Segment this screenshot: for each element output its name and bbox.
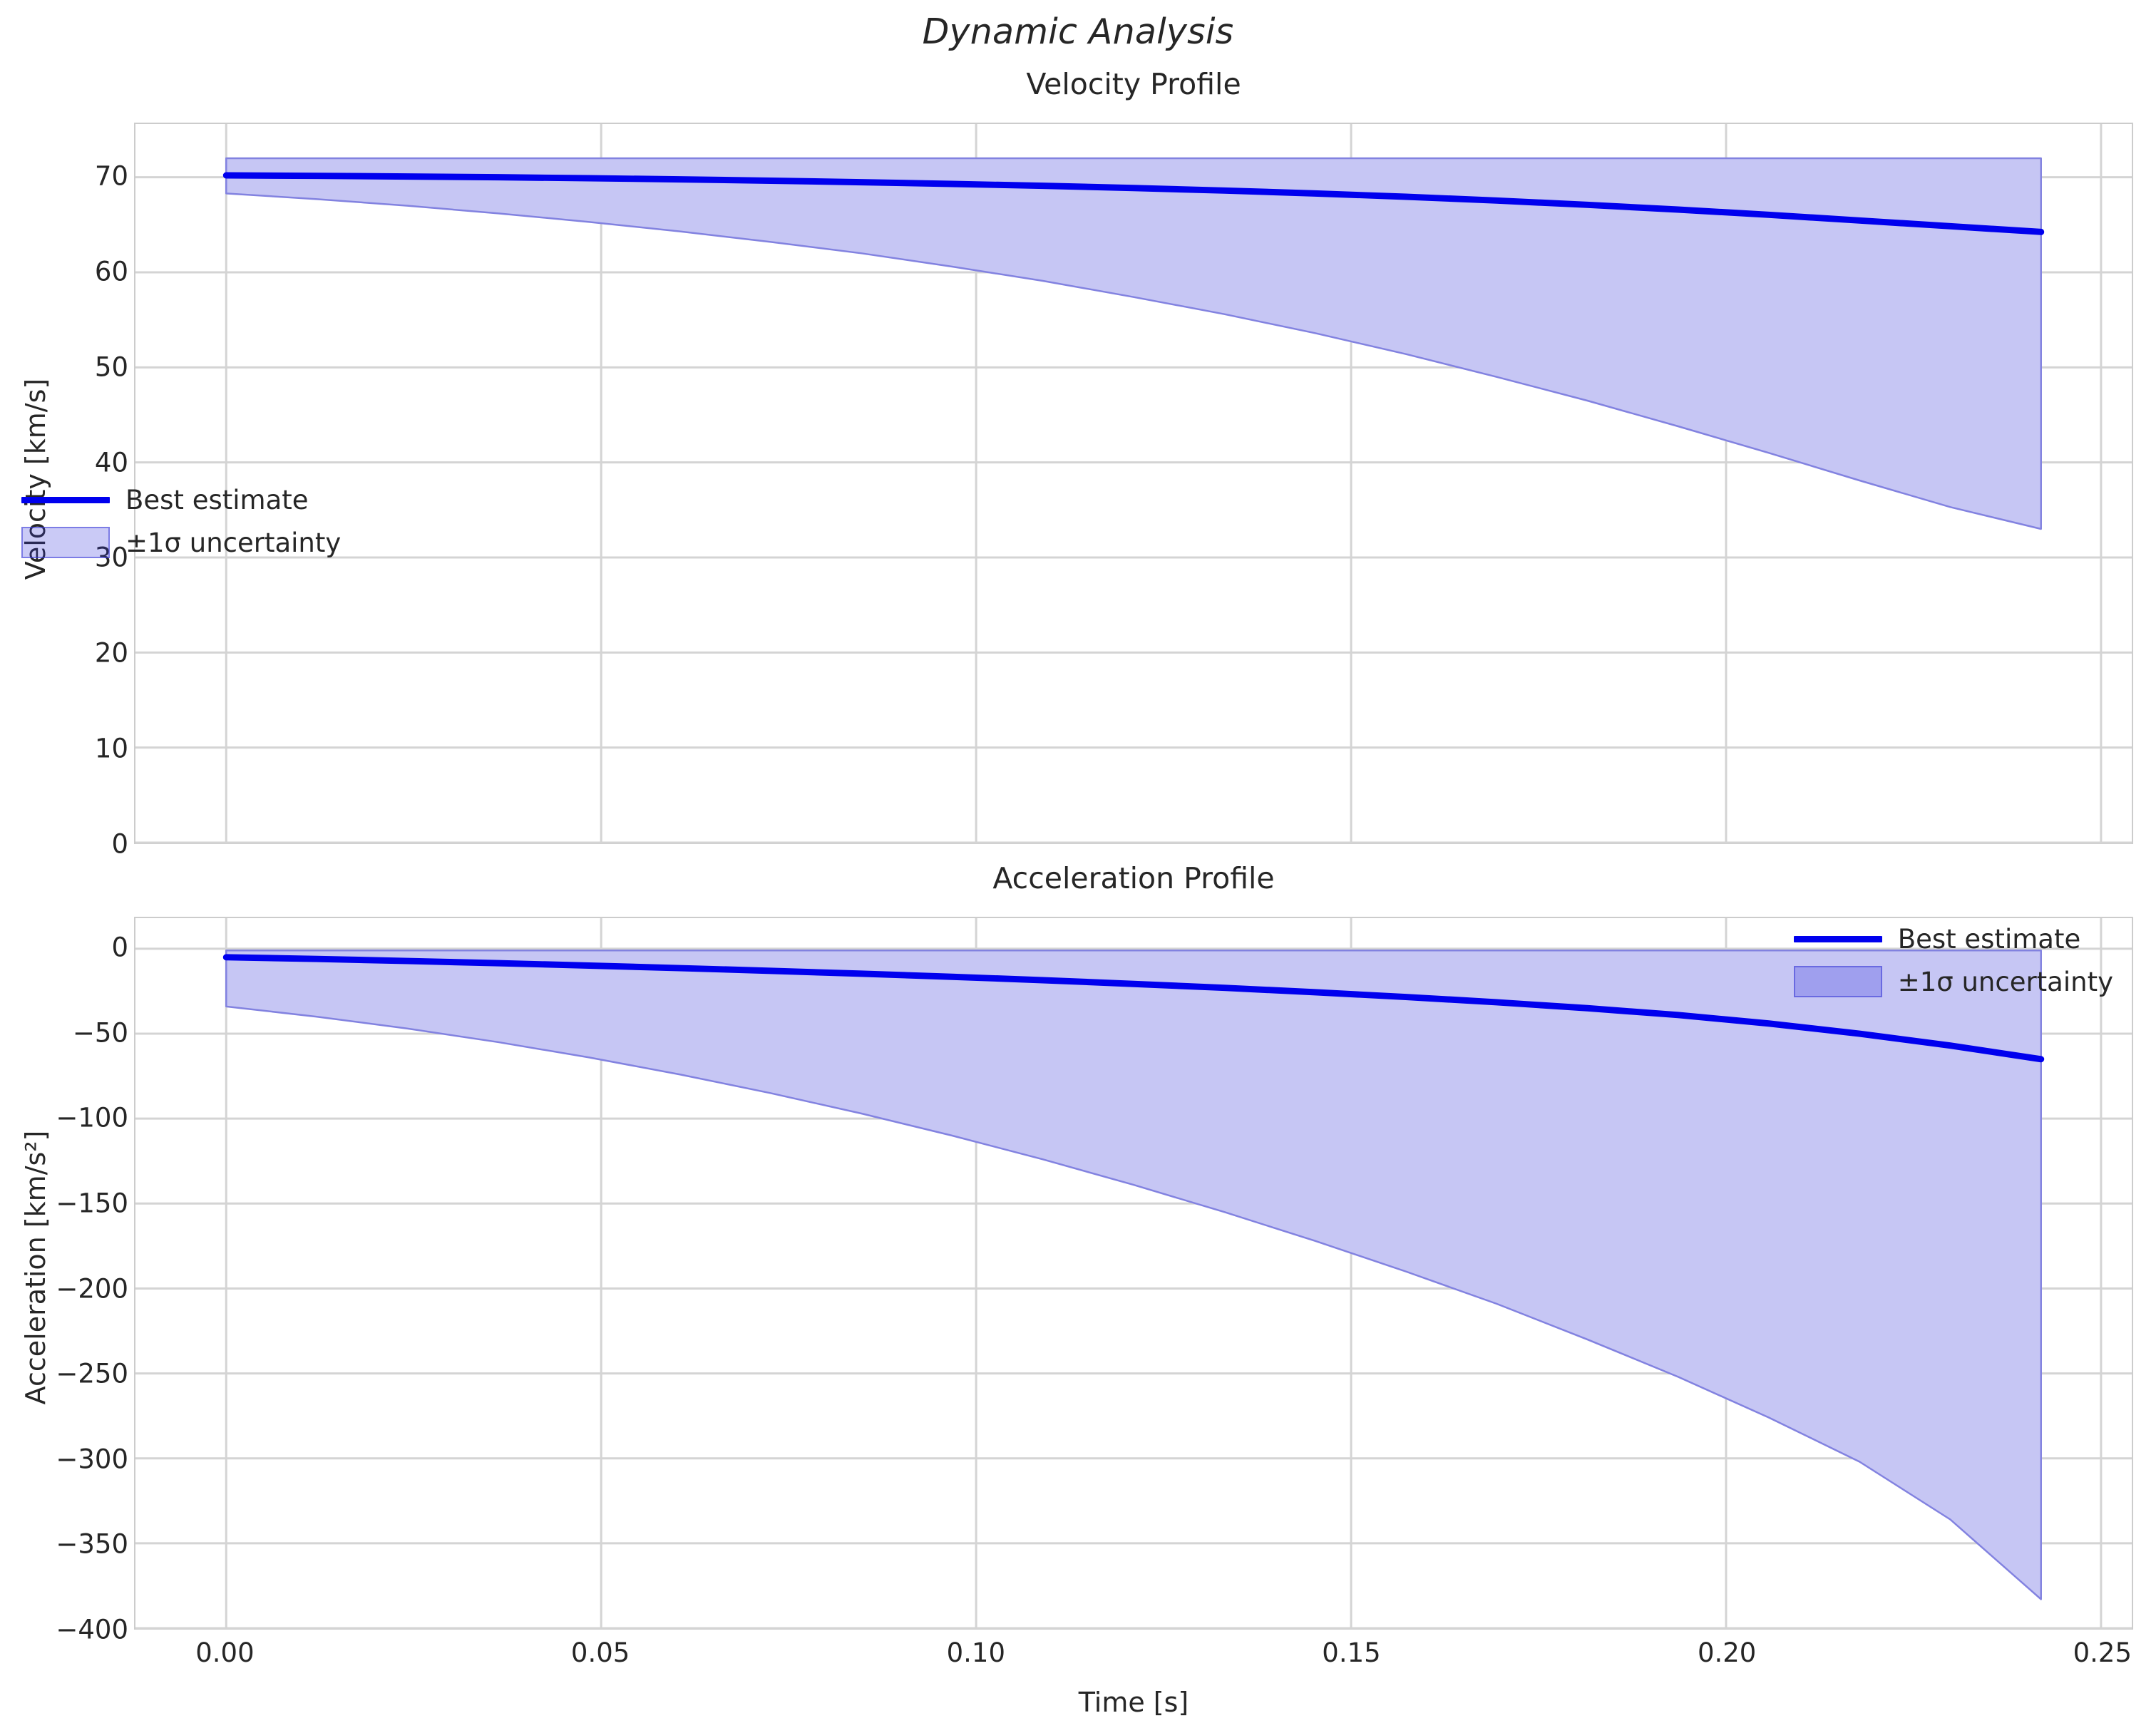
ytick-label: −200 — [56, 1273, 128, 1305]
legend-label-best-estimate: Best estimate — [1897, 923, 2081, 955]
velocity-ytick-labels: 0 10 20 30 40 50 60 70 — [14, 123, 128, 857]
ytick-label: 40 — [94, 447, 128, 478]
legend-label-uncertainty: ±1σ uncertainty — [1897, 966, 2113, 997]
acceleration-plot-area — [135, 918, 2132, 1630]
ytick-label: 70 — [94, 160, 128, 192]
acceleration-axes-title: Acceleration Profile — [992, 861, 1275, 895]
velocity-legend: Best estimate ±1σ uncertainty — [21, 485, 342, 558]
acceleration-ytick-labels: 0 −50 −100 −150 −200 −250 −300 −350 −400 — [14, 917, 128, 1643]
band-swatch-icon — [1793, 966, 1882, 997]
velocity-axis-label: Velocity [km/s] — [20, 378, 51, 580]
xtick-label: 0.10 — [946, 1637, 1005, 1668]
velocity-axes — [134, 123, 2133, 844]
velocity-axes-title: Velocity Profile — [1026, 67, 1241, 101]
ytick-label: −400 — [56, 1614, 128, 1645]
band-swatch-icon — [21, 527, 110, 558]
legend-entry-best-estimate: Best estimate — [1793, 923, 2081, 955]
velocity-plot-area — [135, 124, 2132, 844]
acceleration-axes: Best estimate ±1σ uncertainty — [134, 917, 2133, 1630]
xtick-label: 0.05 — [570, 1637, 630, 1668]
ytick-label: −100 — [56, 1102, 128, 1133]
line-swatch-icon — [21, 485, 110, 515]
ytick-label: −300 — [56, 1444, 128, 1475]
ytick-label: −50 — [72, 1017, 128, 1049]
ytick-label: 0 — [111, 932, 128, 963]
time-axis-label: Time [s] — [1078, 1687, 1189, 1718]
legend-label-uncertainty: ±1σ uncertainty — [125, 527, 342, 558]
ytick-label: −150 — [56, 1188, 128, 1219]
legend-entry-uncertainty: ±1σ uncertainty — [1793, 966, 2113, 997]
ytick-label: −250 — [56, 1358, 128, 1389]
xtick-label: 0.15 — [1322, 1637, 1381, 1668]
legend-entry-uncertainty: ±1σ uncertainty — [21, 527, 342, 558]
ytick-label: 20 — [94, 637, 128, 669]
ytick-label: −350 — [56, 1528, 128, 1560]
legend-label-best-estimate: Best estimate — [125, 484, 309, 515]
ytick-label: 0 — [111, 828, 128, 860]
line-swatch-icon — [1793, 924, 1882, 954]
ytick-label: 10 — [94, 733, 128, 764]
figure-suptitle: Dynamic Analysis — [922, 11, 1234, 52]
acceleration-legend: Best estimate ±1σ uncertainty — [1793, 923, 2113, 997]
ytick-label: 60 — [94, 256, 128, 287]
acceleration-axis-label: Acceleration [km/s²] — [20, 1130, 51, 1405]
xtick-label: 0.20 — [1697, 1637, 1757, 1668]
ytick-label: 50 — [94, 351, 128, 383]
legend-entry-best-estimate: Best estimate — [21, 485, 341, 515]
xtick-label: 0.00 — [195, 1637, 255, 1668]
xtick-label: 0.25 — [2073, 1637, 2132, 1668]
